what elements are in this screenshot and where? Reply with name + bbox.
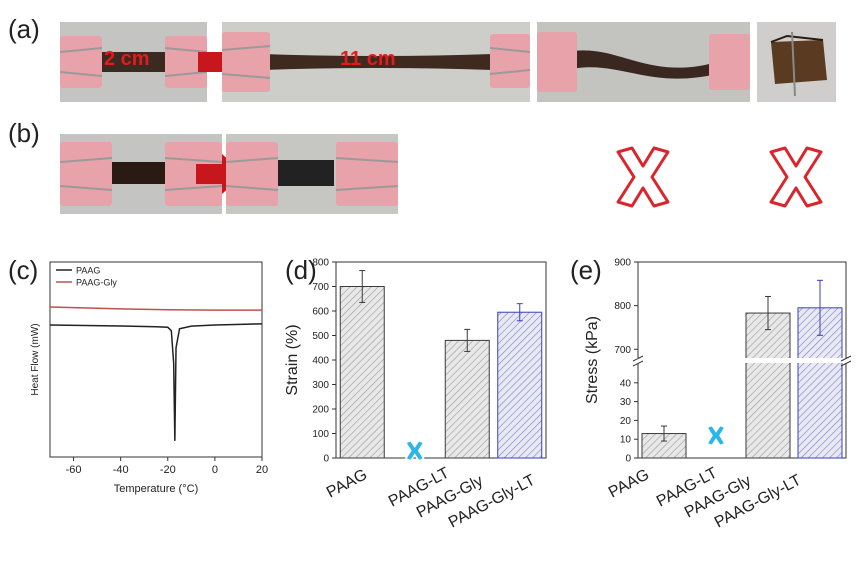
axis-break-mark	[632, 360, 644, 367]
y-tick-label: 500	[312, 331, 329, 342]
y-tick-label: 600	[312, 307, 329, 318]
y-tick-label: 10	[620, 435, 632, 446]
panel-label-b: (b)	[8, 118, 40, 148]
x-tick-label: -60	[66, 464, 82, 476]
y-tick-label: 300	[312, 380, 329, 391]
y-tick-label: 700	[614, 345, 631, 356]
x-tick-label: PAAG-Gly-LT	[446, 472, 538, 532]
x-tick-label: PAAG	[606, 466, 652, 501]
failed-marker-icon	[404, 439, 425, 462]
bar-paag-gly	[745, 312, 791, 459]
series-line-paag	[49, 323, 263, 441]
panel-label-c: (c)	[8, 255, 39, 285]
series-line-paag-gly	[49, 306, 262, 311]
y-tick-label: 900	[614, 258, 631, 269]
y-tick-label: 0	[625, 454, 631, 465]
bar-paag-gly	[444, 339, 490, 459]
initial-length-label: 2 cm	[104, 48, 150, 70]
y-tick-label: 0	[323, 454, 329, 465]
y-tick-label: 400	[312, 356, 329, 367]
y-tick-label: 200	[312, 405, 329, 416]
x-tick-label: 0	[212, 464, 218, 476]
x-tick-label: -40	[113, 464, 129, 476]
axis-break-mark	[840, 355, 852, 362]
failed-marker-shape	[705, 424, 727, 447]
photo-a-initial: 2 cm	[60, 22, 207, 102]
axis-break-band	[632, 358, 852, 363]
bar-paag	[339, 286, 385, 459]
plot-frame	[49, 261, 263, 458]
stretched-length-label: 11 cm	[340, 48, 396, 70]
y-tick-label: 20	[620, 416, 632, 427]
x-axis-label: Temperature (°C)	[114, 483, 198, 495]
bar-paag-gly-lt	[497, 311, 543, 459]
y-tick-label: 800	[312, 258, 329, 269]
axis-break-mark	[632, 355, 644, 362]
failed-cross-icon	[616, 146, 670, 208]
failed-marker-icon	[705, 424, 727, 447]
photo-b-broken	[226, 134, 398, 214]
x-tick-label: 20	[256, 464, 268, 476]
x-tick-label: -20	[160, 464, 176, 476]
photo-b-initial	[60, 134, 222, 214]
axis-break-mark	[840, 360, 852, 367]
failed-cross-icon	[769, 146, 823, 208]
y-axis-label: Stress (kPa)	[584, 316, 601, 404]
y-tick-label: 40	[620, 378, 632, 389]
y-axis-label: Strain (%)	[284, 324, 301, 395]
y-tick-label: 30	[620, 397, 632, 408]
legend-label: PAAG-Gly	[76, 278, 117, 288]
legend-label: PAAG	[76, 266, 100, 276]
x-tick-label: PAAG	[324, 466, 370, 501]
y-tick-label: 100	[312, 429, 329, 440]
photo-a-twisted	[537, 22, 750, 102]
photo-a-bent	[757, 22, 836, 102]
photo-a-stretched: 11 cm	[222, 22, 530, 102]
panel-label-a: (a)	[8, 14, 40, 44]
panel-label-e: (e)	[570, 255, 602, 285]
panel-label-d: (d)	[285, 255, 317, 285]
failed-marker-shape	[404, 439, 425, 462]
y-axis-label: Heat Flow (mW)	[30, 323, 41, 395]
y-tick-label: 700	[312, 282, 329, 293]
y-tick-label: 800	[614, 301, 631, 312]
